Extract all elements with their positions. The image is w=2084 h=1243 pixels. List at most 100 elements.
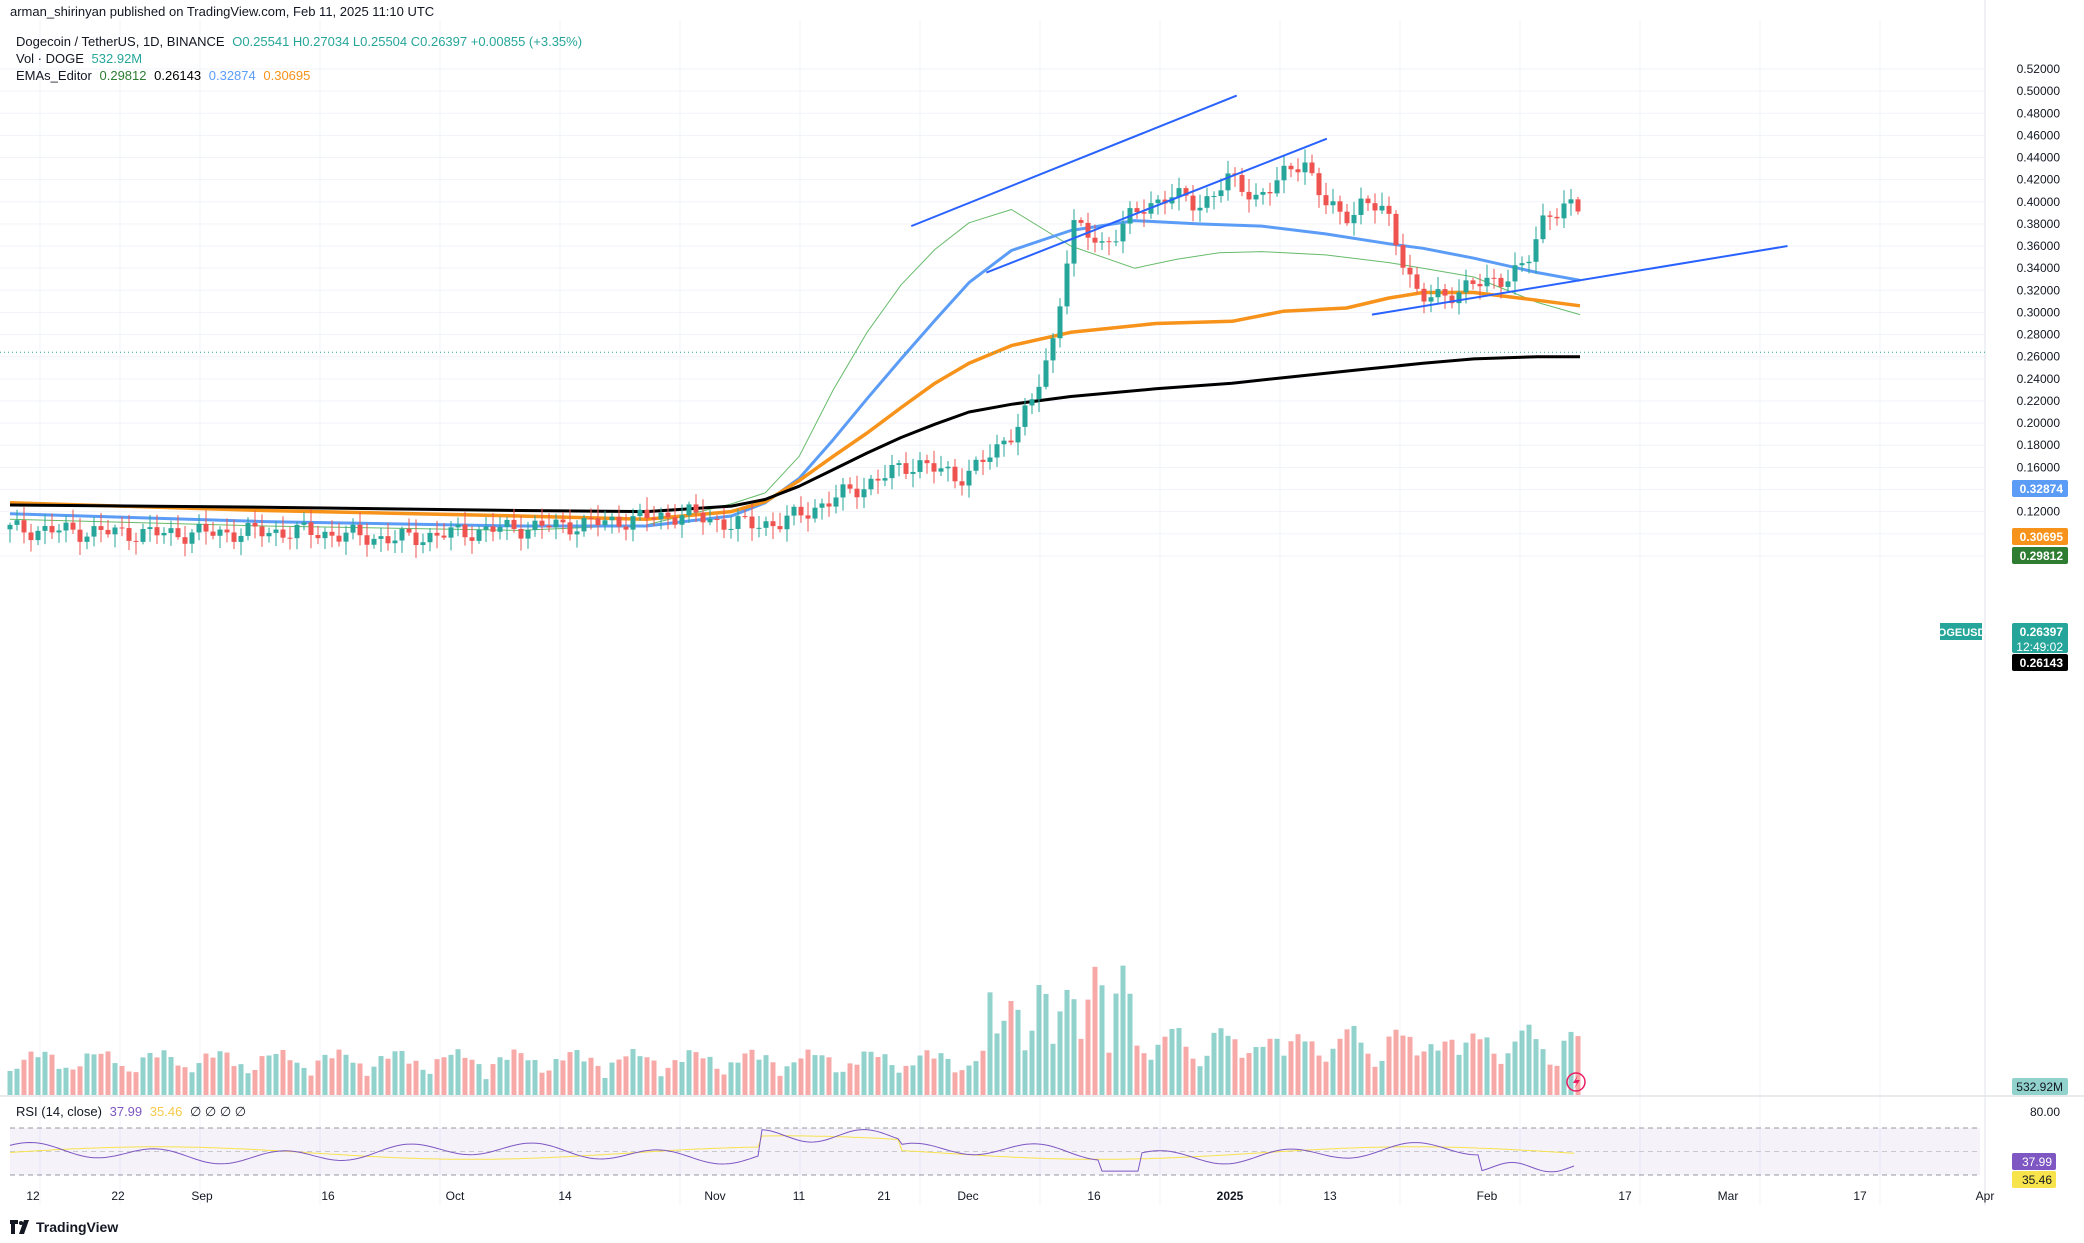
rsi-legend[interactable]: RSI (14, close) 37.99 35.46 ∅ ∅ ∅ ∅ bbox=[16, 1104, 246, 1120]
volume-bar bbox=[1113, 993, 1119, 1095]
candle-body bbox=[182, 537, 188, 544]
price-tag-bg bbox=[2012, 623, 2068, 640]
candle-body bbox=[553, 519, 559, 528]
volume-bar bbox=[245, 1073, 251, 1095]
price-tick-label: 0.40000 bbox=[2017, 195, 2061, 209]
price-tag-bg bbox=[2012, 528, 2068, 545]
volume-bar bbox=[371, 1066, 377, 1095]
candle-body bbox=[924, 460, 930, 464]
candle-body bbox=[21, 520, 27, 533]
volume-bar bbox=[1456, 1054, 1462, 1095]
volume-bar bbox=[581, 1061, 587, 1095]
time-axis-label: 22 bbox=[111, 1189, 125, 1203]
symbol-legend[interactable]: Dogecoin / TetherUS, 1D, BINANCE O0.2554… bbox=[16, 34, 582, 49]
volume-bar bbox=[1057, 1011, 1063, 1095]
volume-bar bbox=[1155, 1044, 1161, 1095]
candle-body bbox=[1484, 277, 1490, 287]
candle-body bbox=[1449, 295, 1455, 304]
candle-body bbox=[1533, 239, 1539, 262]
volume-bar bbox=[1106, 1052, 1112, 1095]
time-axis-label: Oct bbox=[446, 1189, 465, 1203]
volume-tag-text: 532.92M bbox=[2016, 1080, 2063, 1094]
volume-bar bbox=[623, 1056, 629, 1095]
volume-bar bbox=[420, 1069, 426, 1095]
price-tick-label: 0.34000 bbox=[2017, 261, 2061, 275]
volume-bar bbox=[119, 1066, 125, 1095]
candle-body bbox=[455, 524, 461, 528]
volume-bar bbox=[497, 1057, 503, 1095]
tradingview-logo[interactable]: TradingView bbox=[10, 1219, 118, 1235]
rsi-legend-label: RSI (14, close) bbox=[16, 1104, 102, 1119]
candle-body bbox=[406, 528, 412, 533]
candle-body bbox=[1246, 191, 1252, 200]
candle-body bbox=[1197, 207, 1203, 211]
volume-bar bbox=[1120, 965, 1126, 1095]
candle-body bbox=[1540, 215, 1546, 240]
volume-bar bbox=[1274, 1038, 1280, 1095]
candle-body bbox=[231, 532, 237, 542]
price-tick-label: 0.20000 bbox=[2017, 416, 2061, 430]
candle-body bbox=[161, 532, 167, 536]
volume-bar bbox=[1071, 999, 1077, 1095]
candle-body bbox=[490, 526, 496, 532]
candle-body bbox=[777, 526, 783, 530]
candle-body bbox=[875, 478, 881, 481]
volume-bar bbox=[504, 1059, 510, 1095]
volume-bar bbox=[630, 1049, 636, 1095]
candle-body bbox=[343, 532, 349, 542]
candle-body bbox=[735, 516, 741, 529]
candle-body bbox=[1575, 199, 1581, 212]
candle-body bbox=[1393, 213, 1399, 246]
volume-bar bbox=[1078, 1038, 1084, 1095]
candle-body bbox=[133, 540, 139, 542]
volume-bar bbox=[252, 1070, 258, 1095]
time-axis-label: 11 bbox=[793, 1189, 806, 1203]
candle-body bbox=[791, 506, 797, 516]
candle-body bbox=[1001, 440, 1007, 445]
candle-body bbox=[469, 537, 475, 541]
candle-body bbox=[1456, 292, 1462, 304]
symbol-title: Dogecoin / TetherUS, 1D, BINANCE bbox=[16, 34, 225, 49]
time-axis-label: Nov bbox=[704, 1189, 725, 1203]
candle-body bbox=[532, 520, 538, 530]
candle-body bbox=[350, 524, 356, 533]
ema-blue-line bbox=[9, 219, 1581, 528]
volume-bar bbox=[63, 1067, 69, 1095]
volume-bar bbox=[721, 1074, 727, 1095]
candle-body bbox=[1225, 173, 1231, 191]
candle-body bbox=[504, 519, 510, 527]
candle-body bbox=[1316, 173, 1322, 196]
volume-bar bbox=[1246, 1053, 1252, 1095]
volume-bar bbox=[336, 1049, 342, 1095]
volume-bar bbox=[553, 1058, 559, 1095]
trendline-1 bbox=[986, 137, 1328, 274]
volume-bar bbox=[238, 1064, 244, 1095]
rsi-legend-value: 37.99 bbox=[109, 1104, 143, 1119]
candle-body bbox=[112, 527, 118, 535]
candle-body bbox=[1022, 405, 1028, 427]
volume-bar bbox=[413, 1060, 419, 1095]
volume-bar bbox=[973, 1061, 979, 1095]
volume-bar bbox=[1190, 1058, 1196, 1095]
candle-body bbox=[1372, 203, 1378, 211]
volume-bar bbox=[1316, 1055, 1322, 1095]
volume-bar bbox=[847, 1063, 853, 1095]
candle-body bbox=[371, 538, 377, 545]
volume-bar bbox=[301, 1067, 307, 1095]
volume-bar bbox=[140, 1057, 146, 1095]
candle-body bbox=[1071, 220, 1077, 264]
volume-bar bbox=[602, 1077, 608, 1095]
candle-body bbox=[749, 516, 755, 529]
candle-body bbox=[770, 521, 776, 527]
volume-legend[interactable]: Vol · DOGE 532.92M bbox=[16, 51, 142, 66]
volume-bar bbox=[1148, 1059, 1154, 1095]
candle-body bbox=[1561, 203, 1567, 219]
ema-legend[interactable]: EMAs_Editor 0.29812 0.26143 0.32874 0.30… bbox=[16, 68, 310, 83]
volume-bar bbox=[14, 1068, 20, 1095]
volume-bar bbox=[224, 1052, 230, 1095]
tradingview-logo-icon bbox=[10, 1220, 30, 1234]
ema-legend-value-black: 0.26143 bbox=[154, 68, 202, 83]
volume-bar bbox=[1295, 1034, 1301, 1095]
volume-tag-bg bbox=[2012, 1078, 2068, 1095]
